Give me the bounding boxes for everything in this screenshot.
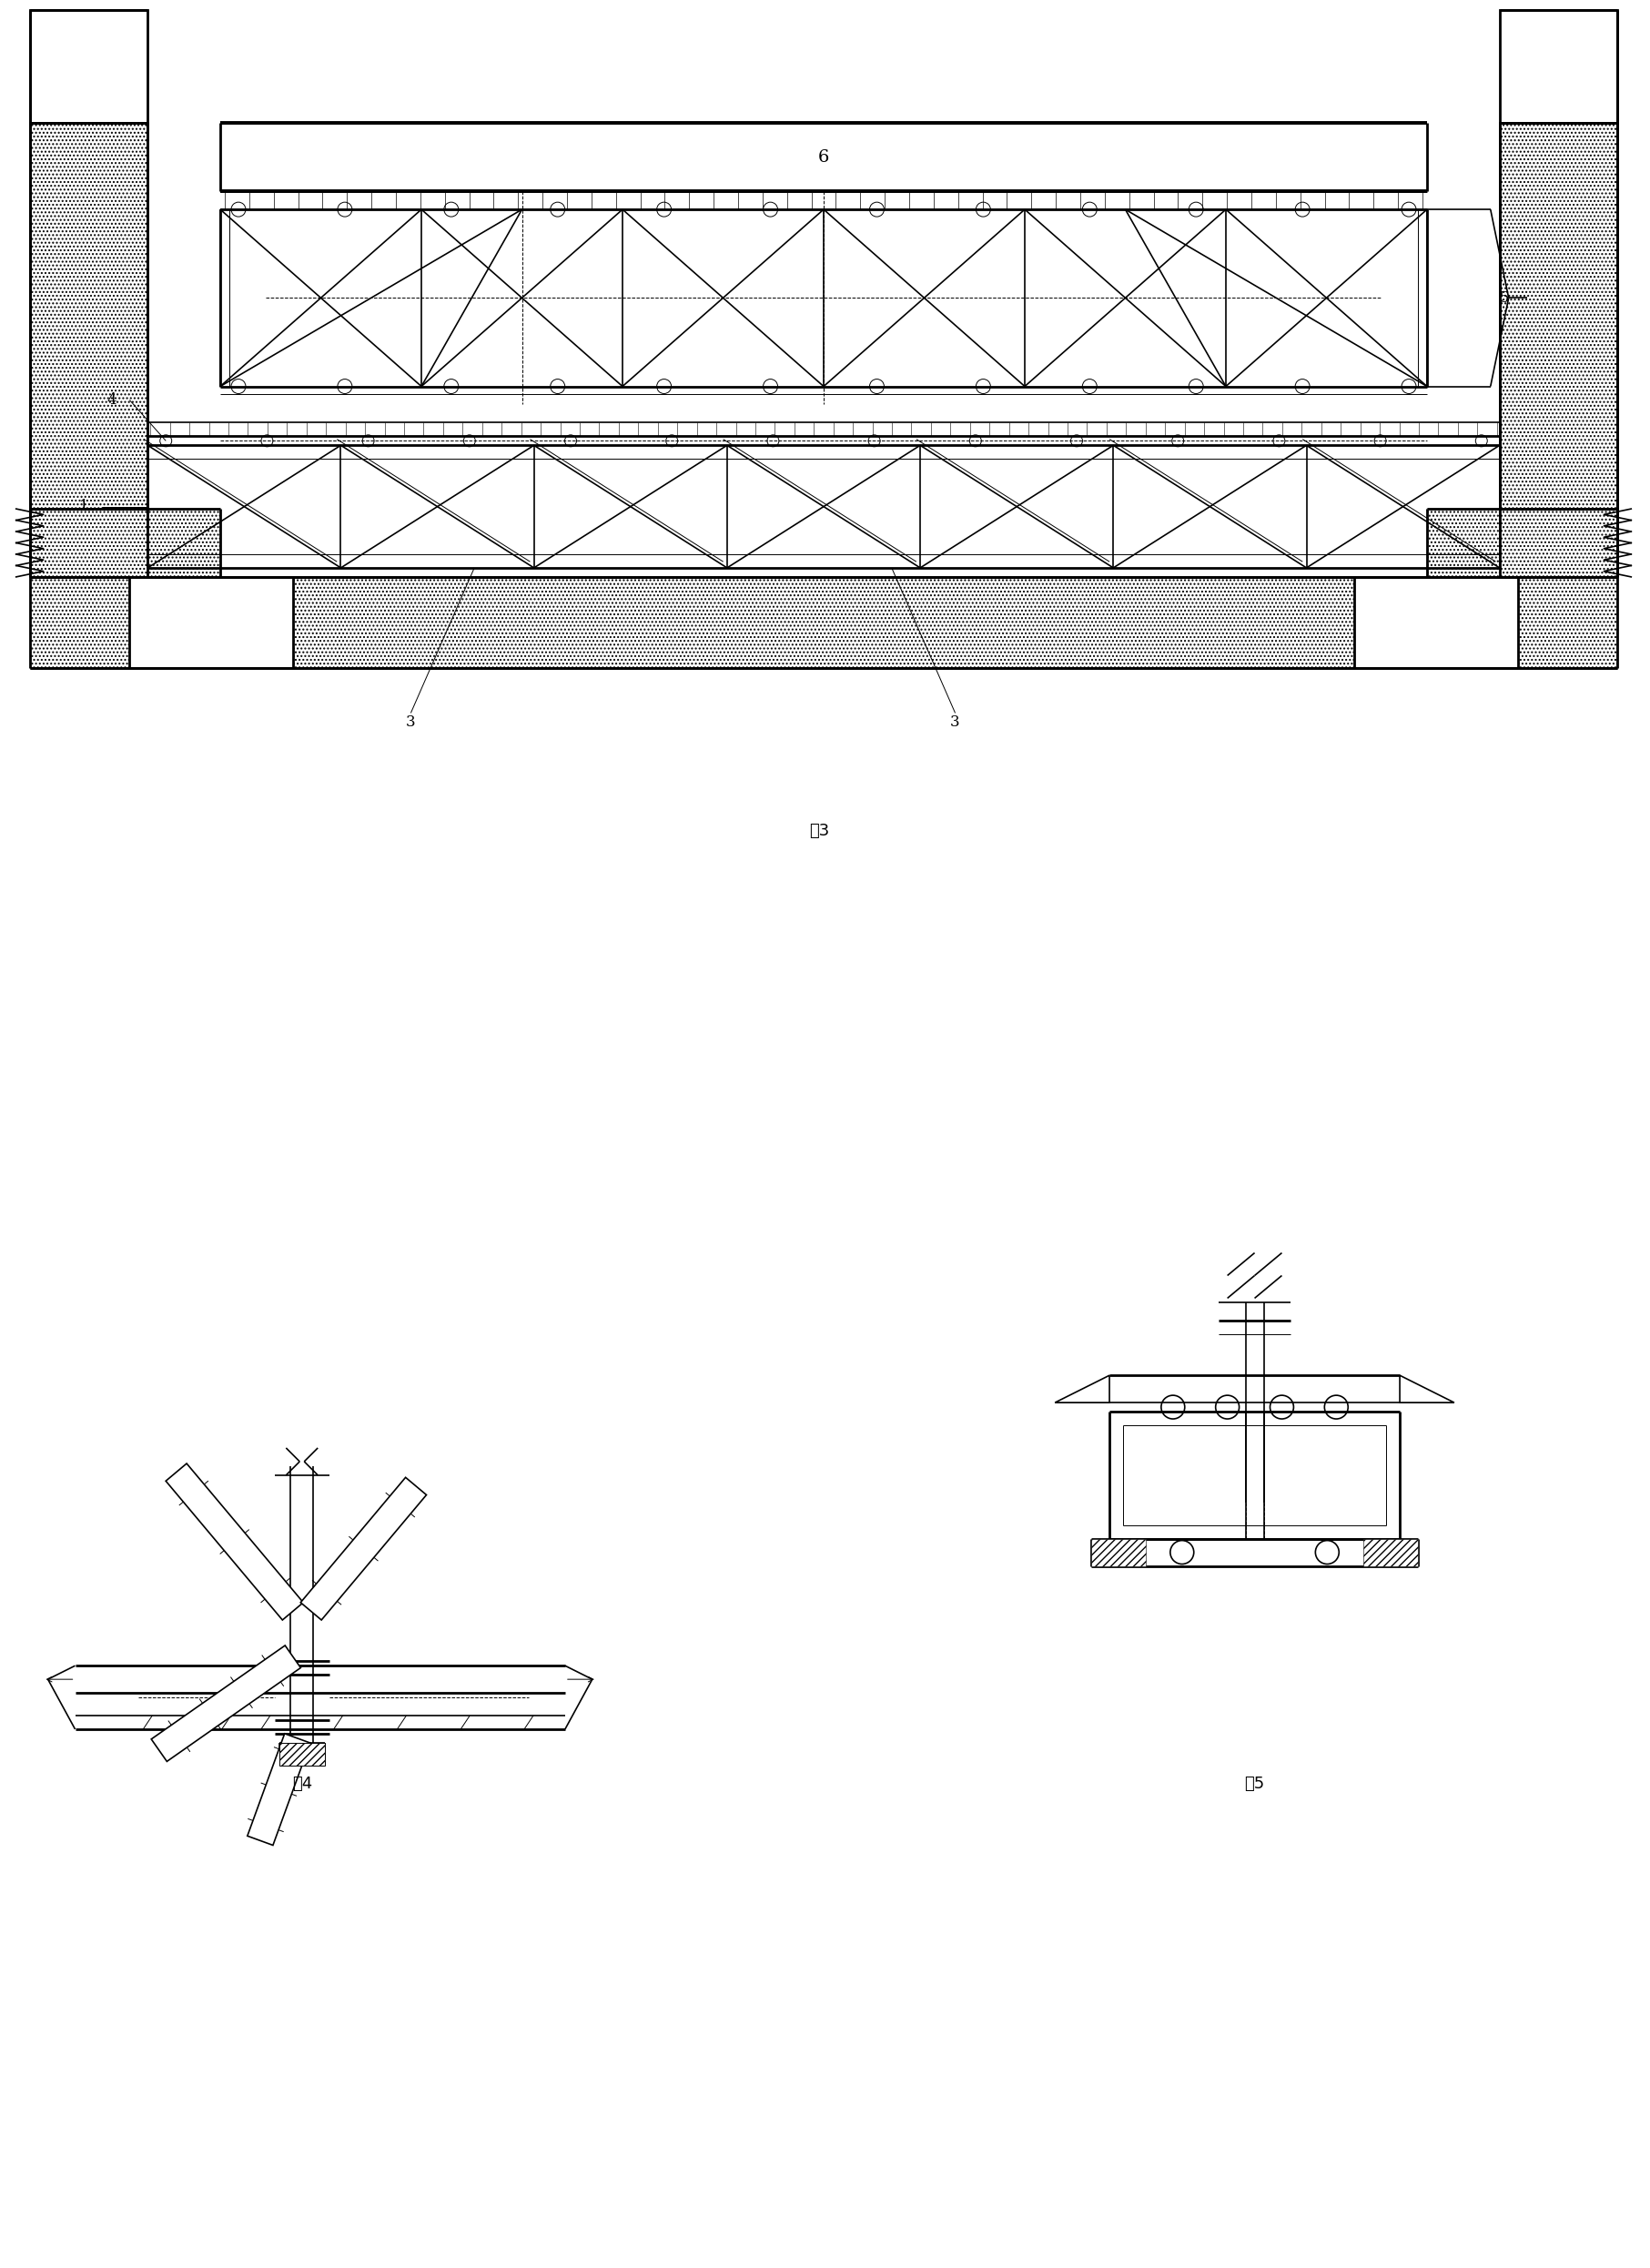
Text: 图5: 图5 xyxy=(1244,1776,1266,1792)
Bar xyxy=(1500,9,1617,122)
Bar xyxy=(30,9,149,122)
Bar xyxy=(1363,1538,1417,1565)
Text: 3: 3 xyxy=(406,714,416,730)
Polygon shape xyxy=(1054,1374,1109,1402)
Bar xyxy=(30,9,149,122)
Bar xyxy=(30,508,221,576)
Bar xyxy=(1427,508,1617,576)
Text: 6: 6 xyxy=(818,150,830,166)
Bar xyxy=(30,122,149,508)
Bar xyxy=(30,122,149,508)
Text: 5: 5 xyxy=(1500,290,1510,306)
Bar xyxy=(130,576,292,667)
Bar xyxy=(279,1742,325,1765)
Text: 1: 1 xyxy=(79,499,89,515)
Polygon shape xyxy=(1399,1374,1454,1402)
Bar xyxy=(130,576,292,667)
Text: 4: 4 xyxy=(107,392,116,408)
Polygon shape xyxy=(300,1476,426,1619)
Bar xyxy=(1355,576,1518,667)
Text: 图3: 图3 xyxy=(808,823,830,839)
Bar xyxy=(1500,122,1617,508)
Polygon shape xyxy=(165,1463,304,1619)
Bar xyxy=(1091,1538,1145,1565)
Bar xyxy=(1500,122,1617,508)
Bar xyxy=(1500,9,1617,122)
Text: 3: 3 xyxy=(950,714,960,730)
Bar xyxy=(30,576,1617,667)
Polygon shape xyxy=(152,1647,300,1762)
Text: 图4: 图4 xyxy=(292,1776,312,1792)
Bar xyxy=(1355,576,1518,667)
Polygon shape xyxy=(248,1733,310,1846)
